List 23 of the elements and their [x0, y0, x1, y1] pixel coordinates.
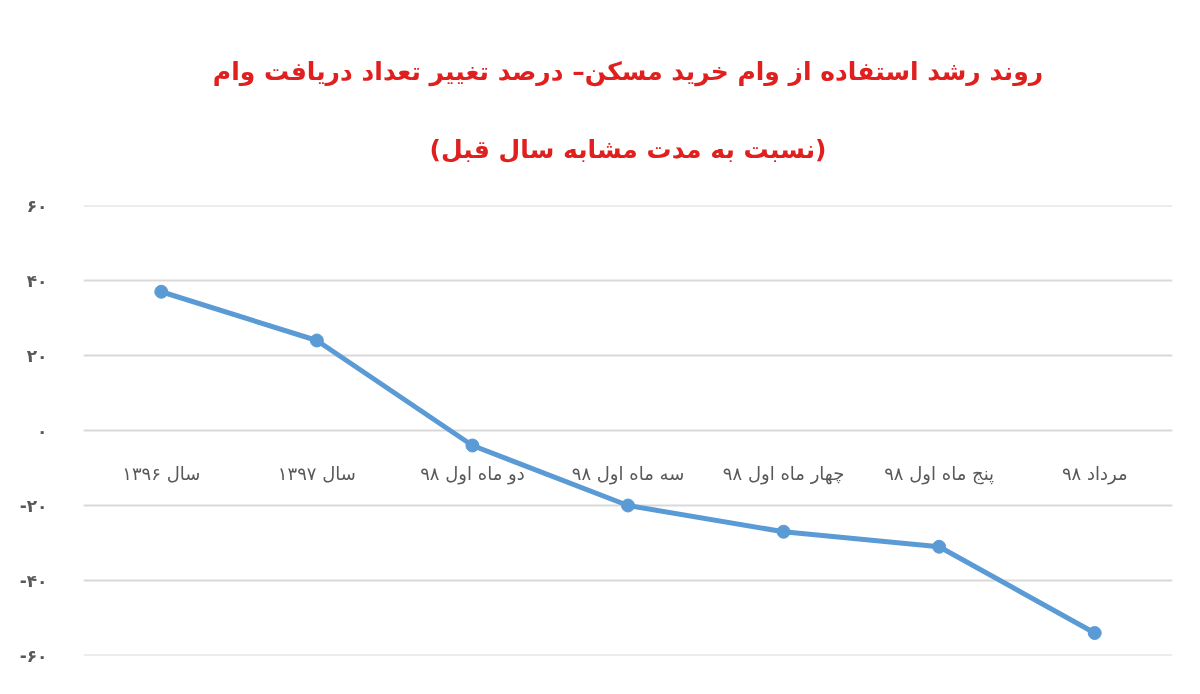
x-tick-label: دو ماه اول ۹۸ — [420, 462, 525, 485]
x-tick-label: مرداد ۹۸ — [1061, 462, 1128, 485]
x-tick-label: سه ماه اول ۹۸ — [571, 462, 685, 485]
point — [621, 498, 635, 513]
point — [776, 524, 791, 539]
point — [1087, 626, 1102, 640]
y-tick-label: -۲۰ — [19, 495, 48, 516]
y-tick-label: ۶۰ — [26, 195, 48, 216]
x-tick-label: سال ۱۳۹۶ — [122, 462, 201, 484]
point — [309, 333, 324, 348]
point — [932, 539, 947, 554]
y-tick-label: ۰ — [37, 420, 48, 441]
point — [154, 284, 169, 299]
point — [465, 438, 480, 453]
chart-title: روند رشد استفاده از وام خرید مسکن– درصد تغییر تعداد دریافت وام — [212, 56, 1044, 87]
x-tick-label: پنج ماه اول ۹۸ — [884, 462, 995, 485]
y-tick-label: -۶۰ — [19, 645, 48, 666]
y-tick-label: ۲۰ — [26, 345, 48, 366]
y-tick-label: ۴۰ — [26, 270, 48, 291]
y-tick-label: -۴۰ — [19, 570, 48, 591]
chart-subtitle: (نسبت به مدت مشابه سال قبل) — [429, 135, 827, 164]
x-tick-label: سال ۱۳۹۷ — [277, 462, 356, 484]
x-tick-label: چهار ماه اول ۹۸ — [722, 462, 845, 485]
